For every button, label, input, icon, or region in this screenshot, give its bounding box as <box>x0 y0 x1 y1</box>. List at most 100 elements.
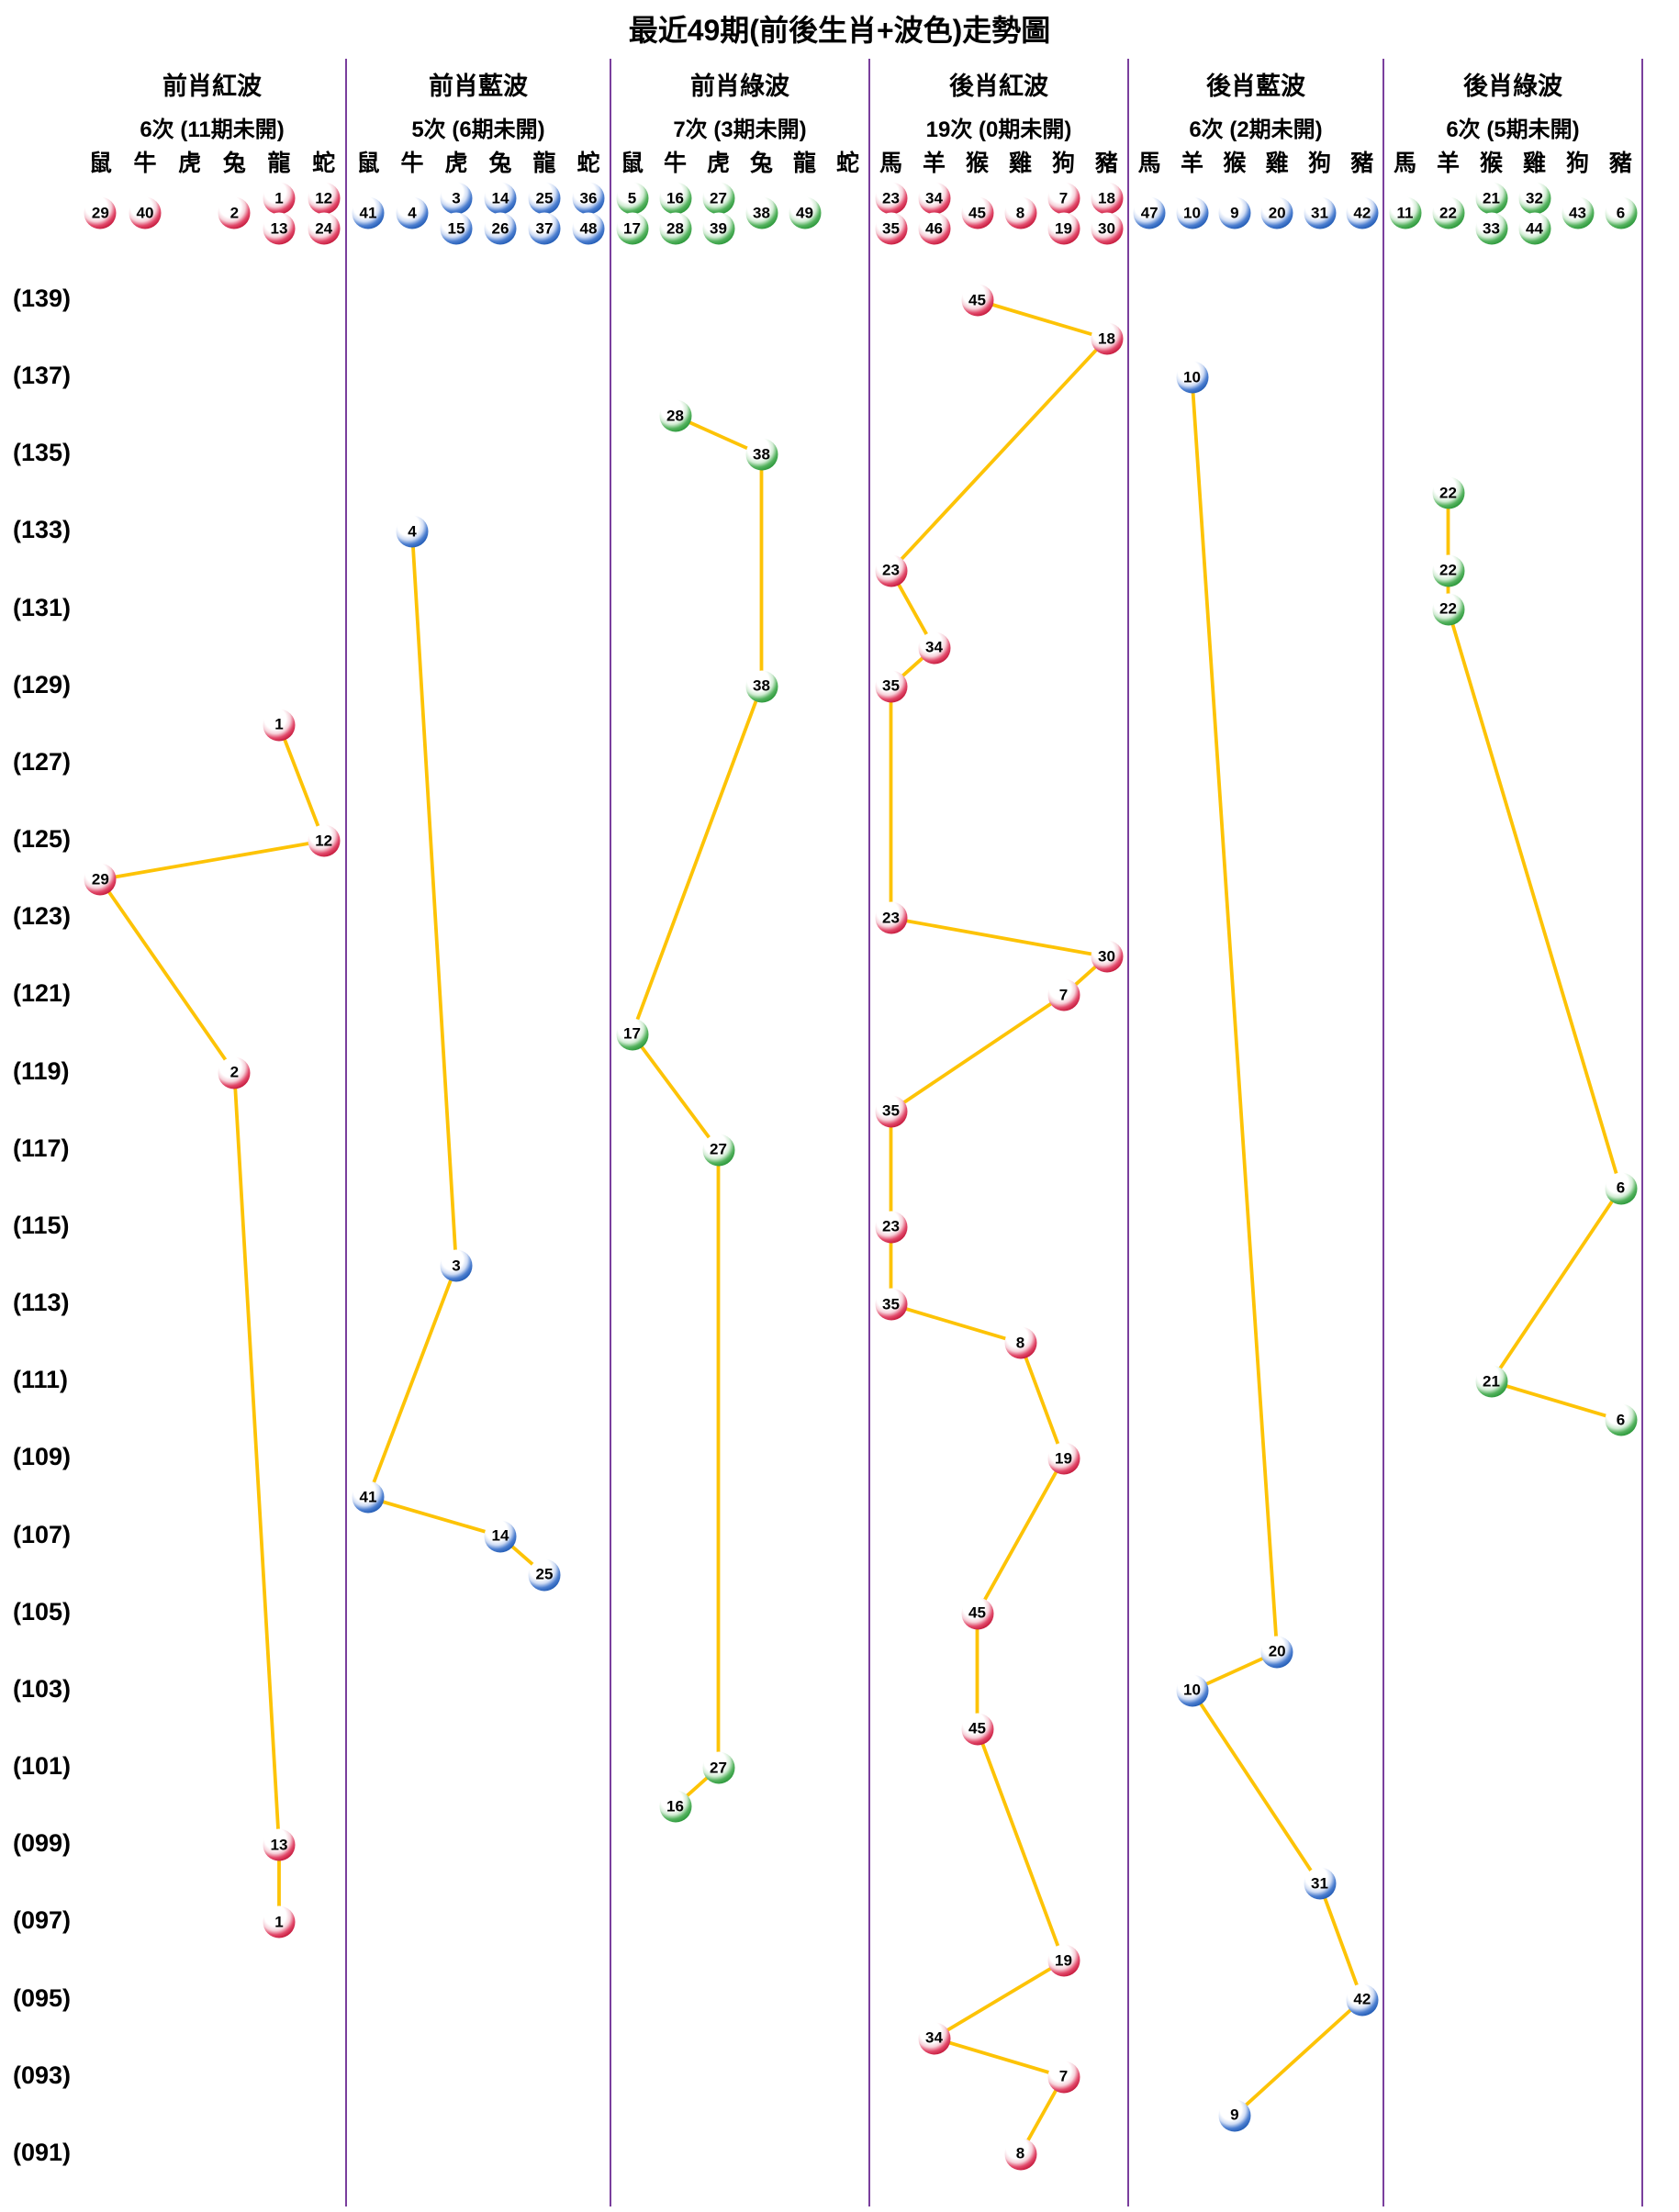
chart-ball: 45 <box>961 284 993 317</box>
chart-ball: 35 <box>875 1095 907 1128</box>
zodiac-label: 龍 <box>532 151 556 176</box>
chart-ball: 19 <box>1047 1944 1080 1977</box>
zodiac-label: 豬 <box>1094 151 1119 176</box>
chart-ball: 18 <box>1091 322 1123 355</box>
period-row-label: (131) <box>13 593 72 621</box>
period-row-label: (125) <box>13 825 72 854</box>
header-ball: 20 <box>1260 196 1293 229</box>
header-ball: 2 <box>218 196 251 229</box>
header-ball: 34 <box>918 182 950 215</box>
panel-stats: 19次 (0期未開) <box>925 117 1072 142</box>
chart-ball: 22 <box>1432 554 1464 587</box>
zodiac-label: 虎 <box>706 151 731 176</box>
zodiac-label: 羊 <box>1180 151 1204 176</box>
chart-ball: 19 <box>1047 1442 1080 1475</box>
period-row-label: (095) <box>13 1983 72 2012</box>
zodiac-label: 馬 <box>1393 151 1417 176</box>
chart-ball: 34 <box>918 631 950 665</box>
header-ball: 3 <box>440 182 473 215</box>
header-ball: 10 <box>1176 196 1208 229</box>
chart-ball: 22 <box>1432 593 1464 626</box>
trend-line <box>366 530 546 1577</box>
chart-ball: 1 <box>263 709 296 742</box>
chart-ball: 23 <box>875 554 907 587</box>
period-row-label: (135) <box>13 439 72 467</box>
chart-ball: 10 <box>1176 1674 1208 1707</box>
chart-ball: 8 <box>1004 2138 1036 2171</box>
header-ball: 35 <box>875 212 907 245</box>
header-ball: 44 <box>1518 212 1550 245</box>
chart-ball: 38 <box>745 670 778 703</box>
header-ball: 7 <box>1047 182 1080 215</box>
period-row-label: (115) <box>13 1211 70 1239</box>
header-ball: 23 <box>875 182 907 215</box>
chart-ball: 34 <box>918 2022 950 2055</box>
zodiac-label: 兔 <box>222 151 246 176</box>
header-ball: 40 <box>129 196 162 229</box>
period-row-label: (123) <box>13 902 72 931</box>
header-ball: 45 <box>961 196 993 229</box>
header-ball: 22 <box>1432 196 1464 229</box>
header-ball: 43 <box>1561 196 1594 229</box>
chart-ball: 22 <box>1432 476 1464 509</box>
header-ball: 24 <box>308 212 341 245</box>
zodiac-label: 狗 <box>1307 151 1332 176</box>
header-ball: 29 <box>84 196 117 229</box>
zodiac-label: 牛 <box>663 151 688 176</box>
zodiac-label: 鼠 <box>620 151 644 176</box>
header-ball: 37 <box>528 212 561 245</box>
chart-ball: 27 <box>702 1751 734 1784</box>
panel-separator <box>1641 59 1643 2206</box>
chart-ball: 27 <box>702 1134 734 1167</box>
period-row-label: (107) <box>13 1520 72 1548</box>
chart-ball: 16 <box>659 1790 691 1823</box>
panel-separator <box>1127 59 1129 2206</box>
header-ball: 42 <box>1346 196 1379 229</box>
zodiac-label: 兔 <box>749 151 774 176</box>
period-row-label: (111) <box>13 1366 69 1394</box>
panel-stats: 5次 (6期未開) <box>411 117 545 142</box>
zodiac-label: 雞 <box>1522 151 1547 176</box>
chart-ball: 38 <box>745 438 778 471</box>
period-row-label: (121) <box>13 979 72 1008</box>
zodiac-label: 羊 <box>1436 151 1461 176</box>
panel-title: 後肖藍波 <box>1206 73 1305 100</box>
zodiac-label: 豬 <box>1350 151 1374 176</box>
chart-ball: 20 <box>1260 1636 1293 1669</box>
period-row-label: (127) <box>13 747 72 776</box>
panel-title: 後肖紅波 <box>949 73 1048 100</box>
period-row-label: (099) <box>13 1829 72 1858</box>
chart-ball: 9 <box>1218 2099 1251 2132</box>
trend-line <box>1446 491 1623 1423</box>
header-ball: 21 <box>1475 182 1507 215</box>
zodiac-label: 虎 <box>444 151 468 176</box>
header-ball: 26 <box>484 212 517 245</box>
header-ball: 28 <box>659 212 691 245</box>
header-ball: 18 <box>1091 182 1123 215</box>
zodiac-label: 馬 <box>1137 151 1161 176</box>
header-ball: 15 <box>440 212 473 245</box>
period-row-label: (101) <box>13 1752 72 1781</box>
period-row-label: (093) <box>13 2061 72 2089</box>
chart-ball: 45 <box>961 1713 993 1746</box>
zodiac-label: 猴 <box>1223 151 1247 176</box>
period-row-label: (119) <box>13 1056 70 1085</box>
header-ball: 9 <box>1218 196 1251 229</box>
zodiac-label: 鼠 <box>88 151 112 176</box>
zodiac-label: 豬 <box>1608 151 1633 176</box>
chart-ball: 13 <box>263 1828 296 1861</box>
panel-stats: 6次 (11期未開) <box>140 117 285 142</box>
period-row-label: (139) <box>13 285 72 312</box>
chart-ball: 10 <box>1176 361 1208 394</box>
chart-ball: 21 <box>1475 1365 1507 1398</box>
header-ball: 36 <box>572 182 605 215</box>
chart-ball: 4 <box>396 515 429 548</box>
zodiac-label: 蛇 <box>835 151 860 176</box>
zodiac-label: 猴 <box>1479 151 1504 176</box>
zodiac-label: 雞 <box>1008 151 1033 176</box>
panel-title: 後肖綠波 <box>1463 73 1562 100</box>
period-row-label: (109) <box>13 1443 72 1471</box>
panel-title: 前肖綠波 <box>690 73 789 100</box>
chart-ball: 12 <box>308 824 341 857</box>
